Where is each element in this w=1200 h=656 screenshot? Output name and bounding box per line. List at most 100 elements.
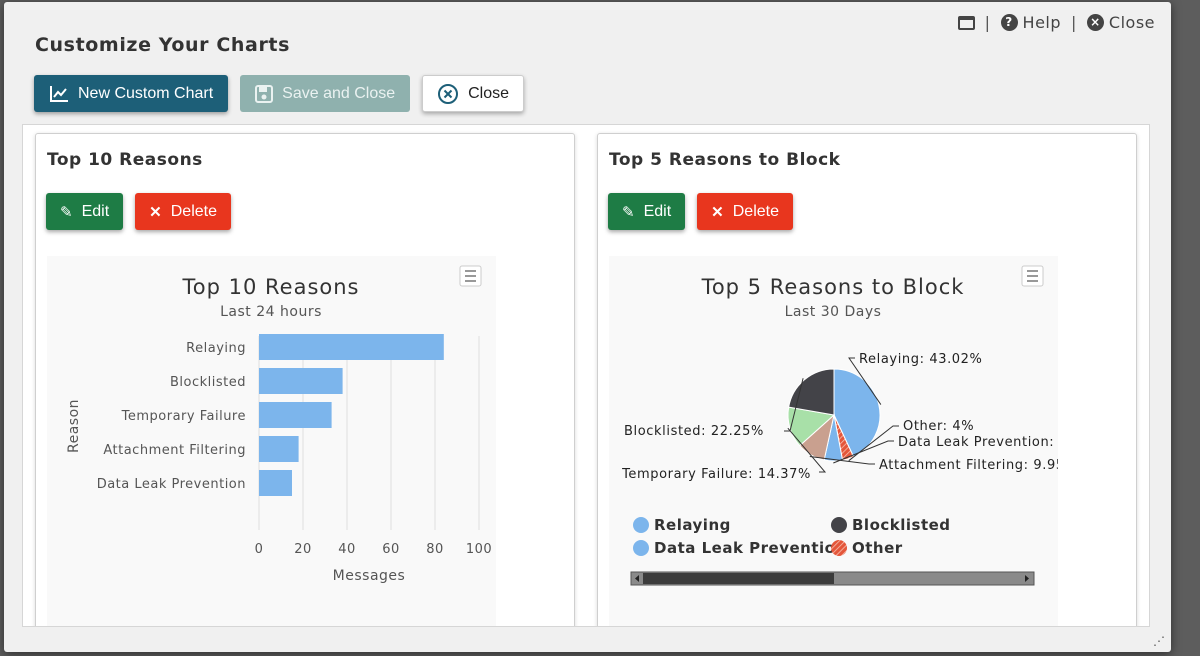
legend-label: Other (852, 539, 903, 557)
legend-label: Relaying (654, 516, 731, 534)
x-icon: ✕ (149, 203, 162, 221)
legend-scrollbar[interactable] (630, 571, 1035, 586)
modal-title: Customize Your Charts (35, 34, 291, 56)
bar-chart: Top 10 Reasons Last 24 hours 0 20 40 60 80 100 R… (47, 256, 496, 626)
modal-topbar: | ? Help | × Close (957, 13, 1155, 32)
x-tick-label: 0 (255, 542, 264, 557)
bar-chart-svg: Top 10 Reasons Last 24 hours 0 20 40 60 80 100 R… (66, 265, 492, 584)
connector-line (848, 425, 899, 462)
connector-line (833, 440, 894, 464)
legend-marker (633, 517, 649, 533)
circle-x-icon (438, 83, 459, 104)
scroll-left-icon (635, 575, 639, 582)
data-label: Data Leak Prevention: 6 (898, 435, 1058, 450)
legend-item[interactable]: Other (831, 539, 903, 557)
save-icon (255, 84, 274, 103)
chart-menu-button[interactable] (1021, 265, 1044, 287)
resize-grip-icon[interactable]: ⋰ (1153, 634, 1165, 648)
connector-line (848, 357, 882, 405)
save-and-close-label: Save and Close (282, 84, 396, 102)
data-label: Other: 4% (903, 419, 974, 434)
connector-line (787, 427, 827, 473)
chart-subtitle: Last 30 Days (785, 304, 882, 320)
x-axis-title: Messages (333, 568, 406, 584)
customize-charts-modal: Customize Your Charts | ? Help | × Close… (4, 2, 1171, 652)
legend-item[interactable]: Blocklisted (831, 516, 951, 534)
x-tick-label: 80 (426, 542, 444, 557)
close-icon: × (1086, 14, 1104, 31)
y-category-label: Temporary Failure (121, 409, 246, 424)
x-tick-label: 60 (382, 542, 400, 557)
x-tick-label: 40 (338, 542, 356, 557)
close-button[interactable]: Close (422, 75, 525, 112)
chart-title: Top 5 Reasons to Block (701, 275, 965, 299)
new-custom-chart-label: New Custom Chart (78, 84, 214, 102)
chart-menu-button[interactable] (459, 265, 482, 287)
chart-title: Top 10 Reasons (182, 275, 360, 299)
legend-item[interactable]: Relaying (633, 516, 731, 534)
scroll-right-icon (1025, 575, 1029, 582)
edit-button[interactable]: ✎ Edit (46, 193, 124, 230)
connector-line (784, 378, 804, 432)
legend-marker (633, 540, 649, 556)
delete-label: Delete (170, 202, 217, 220)
window-icon[interactable] (957, 15, 975, 30)
separator: | (1071, 13, 1077, 32)
delete-label: Delete (732, 202, 779, 220)
line-chart-icon (50, 85, 68, 102)
charts-container: Top 10 Reasons ✎ Edit ✕ Delete Top 10 Re… (22, 124, 1150, 627)
pie-chart: Top 5 Reasons to Block Last 30 Days Relayi… (609, 256, 1067, 626)
close-label: Close (1108, 13, 1155, 32)
legend-label: Data Leak Prevention (654, 539, 847, 557)
bar (259, 334, 444, 360)
connector-line (809, 455, 875, 465)
x-tick-label: 100 (466, 542, 492, 557)
bar (259, 470, 292, 496)
legend-marker (831, 540, 847, 556)
legend-marker (831, 517, 847, 533)
panel-actions: ✎ Edit ✕ Delete (608, 193, 793, 230)
chart-subtitle: Last 24 hours (220, 304, 322, 320)
data-label: Attachment Filtering: 9.95 (879, 458, 1058, 473)
close-button-label: Close (468, 84, 510, 102)
edit-label: Edit (643, 202, 672, 220)
pencil-icon: ✎ (622, 203, 635, 221)
help-label: Help (1022, 13, 1062, 32)
edit-button[interactable]: ✎ Edit (608, 193, 686, 230)
help-link[interactable]: ? Help (1000, 13, 1062, 32)
new-custom-chart-button[interactable]: New Custom Chart (34, 75, 229, 112)
y-category-label: Relaying (186, 341, 246, 356)
y-axis-title: Reason (66, 399, 82, 453)
bar (259, 368, 343, 394)
delete-button[interactable]: ✕ Delete (697, 193, 793, 230)
panel-title: Top 5 Reasons to Block (609, 150, 841, 170)
panel-actions: ✎ Edit ✕ Delete (46, 193, 231, 230)
close-link[interactable]: × Close (1086, 13, 1155, 32)
chart-panel-top-10-reasons: Top 10 Reasons ✎ Edit ✕ Delete Top 10 Re… (35, 133, 575, 626)
pie-slice (833, 368, 881, 458)
legend-label: Blocklisted (852, 516, 951, 534)
panel-title: Top 10 Reasons (47, 150, 203, 170)
y-category-label: Blocklisted (170, 375, 246, 390)
pie-slice (788, 368, 835, 416)
data-label: Temporary Failure: 14.37% (621, 467, 811, 482)
x-icon: ✕ (711, 203, 724, 221)
data-label: Relaying: 43.02% (859, 352, 983, 367)
save-and-close-button[interactable]: Save and Close (240, 75, 411, 112)
x-tick-label: 20 (294, 542, 312, 557)
modal-toolbar: New Custom Chart Save and Close Close (34, 75, 525, 112)
y-category-label: Attachment Filtering (103, 443, 246, 458)
pencil-icon: ✎ (60, 203, 73, 221)
help-icon: ? (1000, 14, 1018, 31)
chart-panel-top-5-reasons-to-block: Top 5 Reasons to Block ✎ Edit ✕ Delete T… (597, 133, 1137, 626)
legend-item[interactable]: Data Leak Prevention (633, 539, 847, 557)
y-category-label: Data Leak Prevention (97, 477, 246, 492)
separator: | (984, 13, 991, 32)
pie-chart-svg: Top 5 Reasons to Block Last 30 Days Relayi… (621, 265, 1067, 586)
data-label: Blocklisted: 22.25% (624, 424, 764, 439)
scrollbar-thumb (643, 573, 834, 584)
edit-label: Edit (81, 202, 110, 220)
bar (259, 402, 332, 428)
bar (259, 436, 299, 462)
delete-button[interactable]: ✕ Delete (135, 193, 231, 230)
